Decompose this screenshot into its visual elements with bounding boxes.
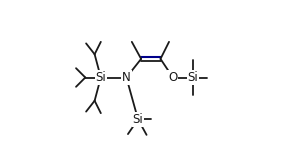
Text: N: N [122,71,131,84]
Text: Si: Si [95,71,106,84]
Text: Si: Si [133,113,143,126]
Text: O: O [168,71,177,84]
Text: Si: Si [188,71,198,84]
